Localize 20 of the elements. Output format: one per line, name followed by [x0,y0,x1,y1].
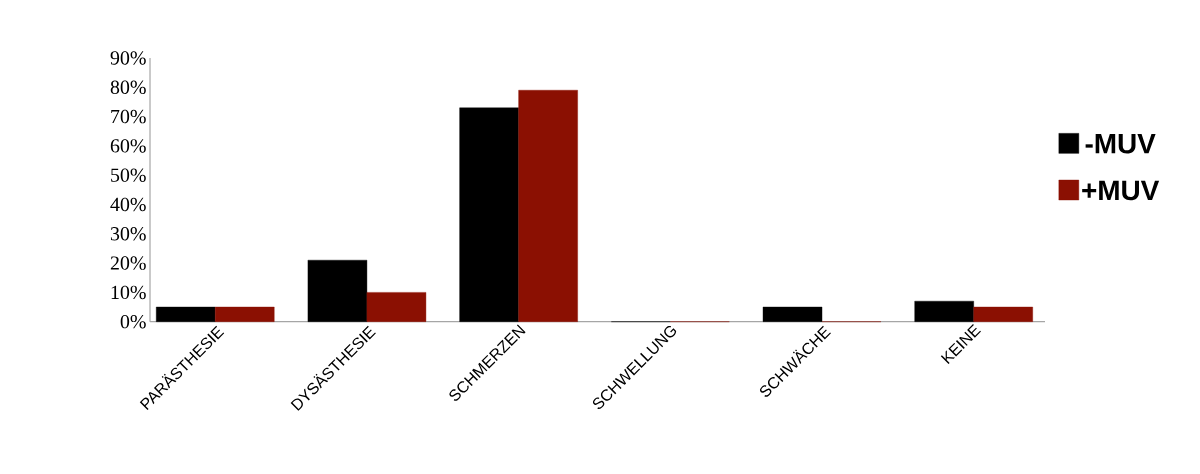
y-tick-label: 40% [110,197,146,212]
bar [156,306,216,322]
y-tick-label: 80% [110,80,146,95]
y-tick-label: 70% [111,109,146,124]
bar [518,90,578,322]
legend-label: +MUV [1082,180,1160,201]
bar [459,107,519,322]
bar [366,292,427,322]
bar [307,259,368,322]
y-tick-label: 50% [111,168,146,182]
bar [914,300,974,322]
bar [973,306,1033,322]
bar [215,306,275,322]
y-tick-label: 60% [110,139,146,153]
y-tick-label: 30% [110,227,146,241]
bar [762,306,823,322]
y-tick-label: 10% [111,285,146,300]
y-tick-label: 20% [110,256,146,270]
y-tick-label: 90% [110,51,146,65]
legend-label: -MUV [1085,134,1156,154]
